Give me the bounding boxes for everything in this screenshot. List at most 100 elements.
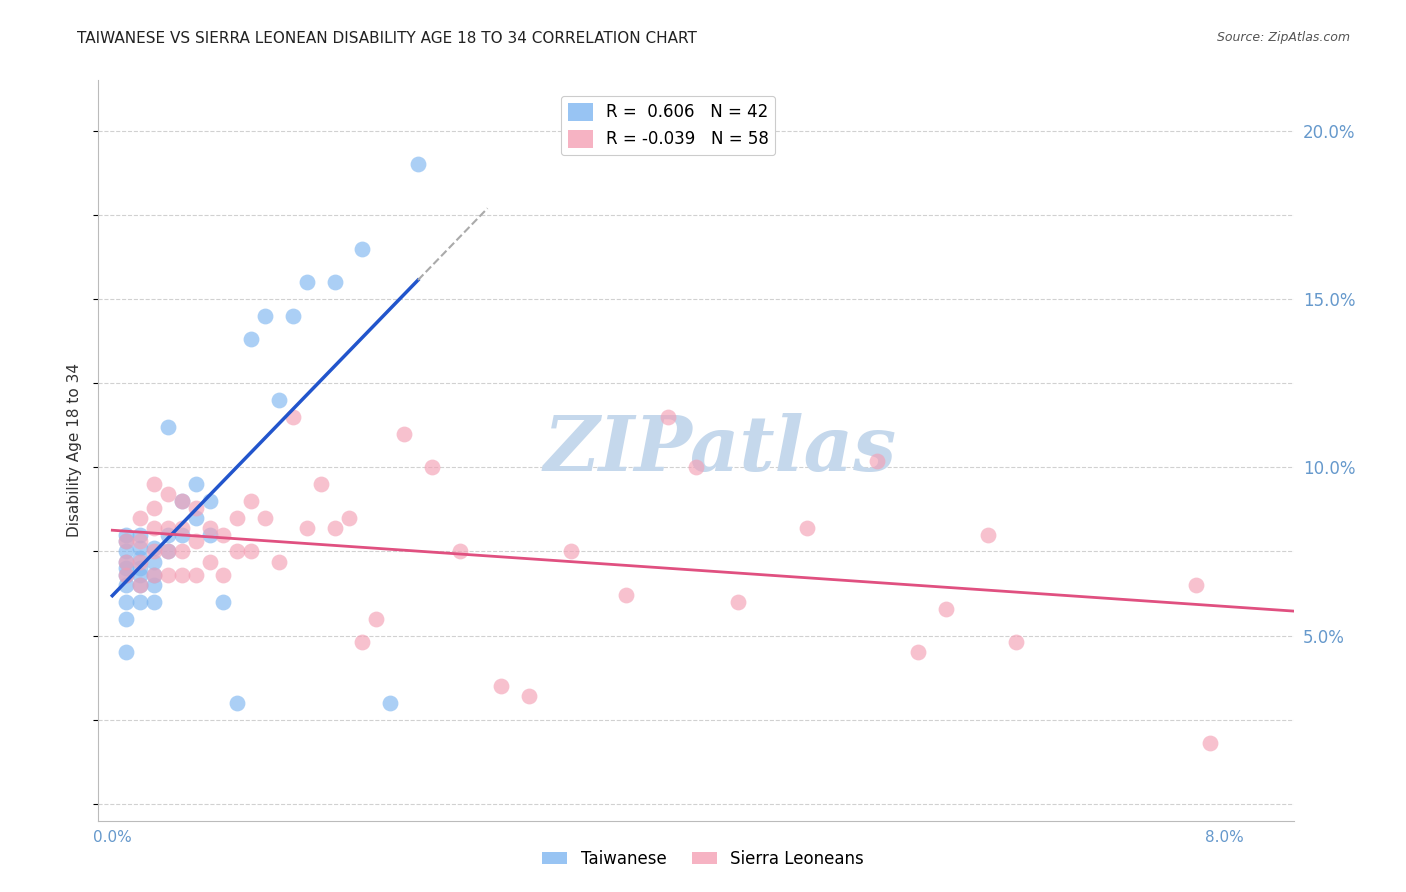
Point xyxy=(796,521,818,535)
Point xyxy=(685,460,707,475)
Point xyxy=(129,541,152,555)
Point xyxy=(129,551,152,566)
Point xyxy=(491,679,513,693)
Point xyxy=(143,544,166,558)
Point xyxy=(156,521,179,535)
Point xyxy=(143,568,166,582)
Point xyxy=(170,527,193,541)
Point xyxy=(115,527,138,541)
Point xyxy=(156,420,179,434)
Point xyxy=(115,554,138,569)
Point xyxy=(115,645,138,659)
Point xyxy=(281,309,304,323)
Point xyxy=(323,521,346,535)
Point xyxy=(143,554,166,569)
Point xyxy=(935,601,957,615)
Point xyxy=(198,521,221,535)
Point xyxy=(254,510,277,524)
Point xyxy=(170,544,193,558)
Point xyxy=(212,568,235,582)
Point xyxy=(184,477,207,491)
Point xyxy=(323,275,346,289)
Point xyxy=(517,689,540,703)
Point xyxy=(657,409,679,424)
Text: Source: ZipAtlas.com: Source: ZipAtlas.com xyxy=(1216,31,1350,45)
Point xyxy=(184,534,207,549)
Point xyxy=(420,460,443,475)
Point xyxy=(129,534,152,549)
Point xyxy=(129,527,152,541)
Text: TAIWANESE VS SIERRA LEONEAN DISABILITY AGE 18 TO 34 CORRELATION CHART: TAIWANESE VS SIERRA LEONEAN DISABILITY A… xyxy=(77,31,697,46)
Point xyxy=(129,561,152,575)
Point xyxy=(1004,635,1026,649)
Point xyxy=(226,696,249,710)
Point xyxy=(281,409,304,424)
Point xyxy=(156,527,179,541)
Point xyxy=(1199,736,1222,750)
Point xyxy=(295,521,318,535)
Point xyxy=(143,541,166,555)
Point xyxy=(115,534,138,549)
Point xyxy=(129,595,152,609)
Legend: R =  0.606   N = 42, R = -0.039   N = 58: R = 0.606 N = 42, R = -0.039 N = 58 xyxy=(561,96,776,155)
Point xyxy=(115,534,138,549)
Point xyxy=(267,392,290,407)
Point xyxy=(907,645,929,659)
Point xyxy=(170,494,193,508)
Point xyxy=(977,527,1000,541)
Point xyxy=(156,487,179,501)
Point xyxy=(240,494,263,508)
Point xyxy=(143,578,166,592)
Point xyxy=(212,527,235,541)
Point xyxy=(129,578,152,592)
Point xyxy=(115,568,138,582)
Point xyxy=(115,544,138,558)
Point xyxy=(129,554,152,569)
Point xyxy=(1185,578,1208,592)
Point xyxy=(212,595,235,609)
Point xyxy=(352,242,374,256)
Text: ZIPatlas: ZIPatlas xyxy=(543,414,897,487)
Point xyxy=(254,309,277,323)
Point xyxy=(129,578,152,592)
Point xyxy=(240,544,263,558)
Point xyxy=(143,500,166,515)
Point xyxy=(115,554,138,569)
Y-axis label: Disability Age 18 to 34: Disability Age 18 to 34 xyxy=(67,363,83,538)
Point xyxy=(392,426,415,441)
Point xyxy=(295,275,318,289)
Point xyxy=(366,612,388,626)
Point xyxy=(156,544,179,558)
Point xyxy=(560,544,582,558)
Point xyxy=(380,696,402,710)
Point xyxy=(226,544,249,558)
Point xyxy=(156,544,179,558)
Point xyxy=(406,157,429,171)
Point xyxy=(198,494,221,508)
Point xyxy=(865,453,887,467)
Point xyxy=(184,510,207,524)
Point xyxy=(143,568,166,582)
Point xyxy=(184,568,207,582)
Point xyxy=(115,578,138,592)
Point xyxy=(170,568,193,582)
Point xyxy=(727,595,749,609)
Point xyxy=(240,332,263,346)
Point xyxy=(198,527,221,541)
Point xyxy=(170,494,193,508)
Point xyxy=(115,595,138,609)
Point xyxy=(143,477,166,491)
Point xyxy=(226,510,249,524)
Point xyxy=(267,554,290,569)
Point xyxy=(337,510,360,524)
Point xyxy=(352,635,374,649)
Point xyxy=(115,612,138,626)
Point xyxy=(309,477,332,491)
Point xyxy=(449,544,471,558)
Point xyxy=(156,568,179,582)
Point xyxy=(115,561,138,575)
Point xyxy=(616,588,638,602)
Legend: Taiwanese, Sierra Leoneans: Taiwanese, Sierra Leoneans xyxy=(536,844,870,875)
Point xyxy=(129,510,152,524)
Point xyxy=(115,568,138,582)
